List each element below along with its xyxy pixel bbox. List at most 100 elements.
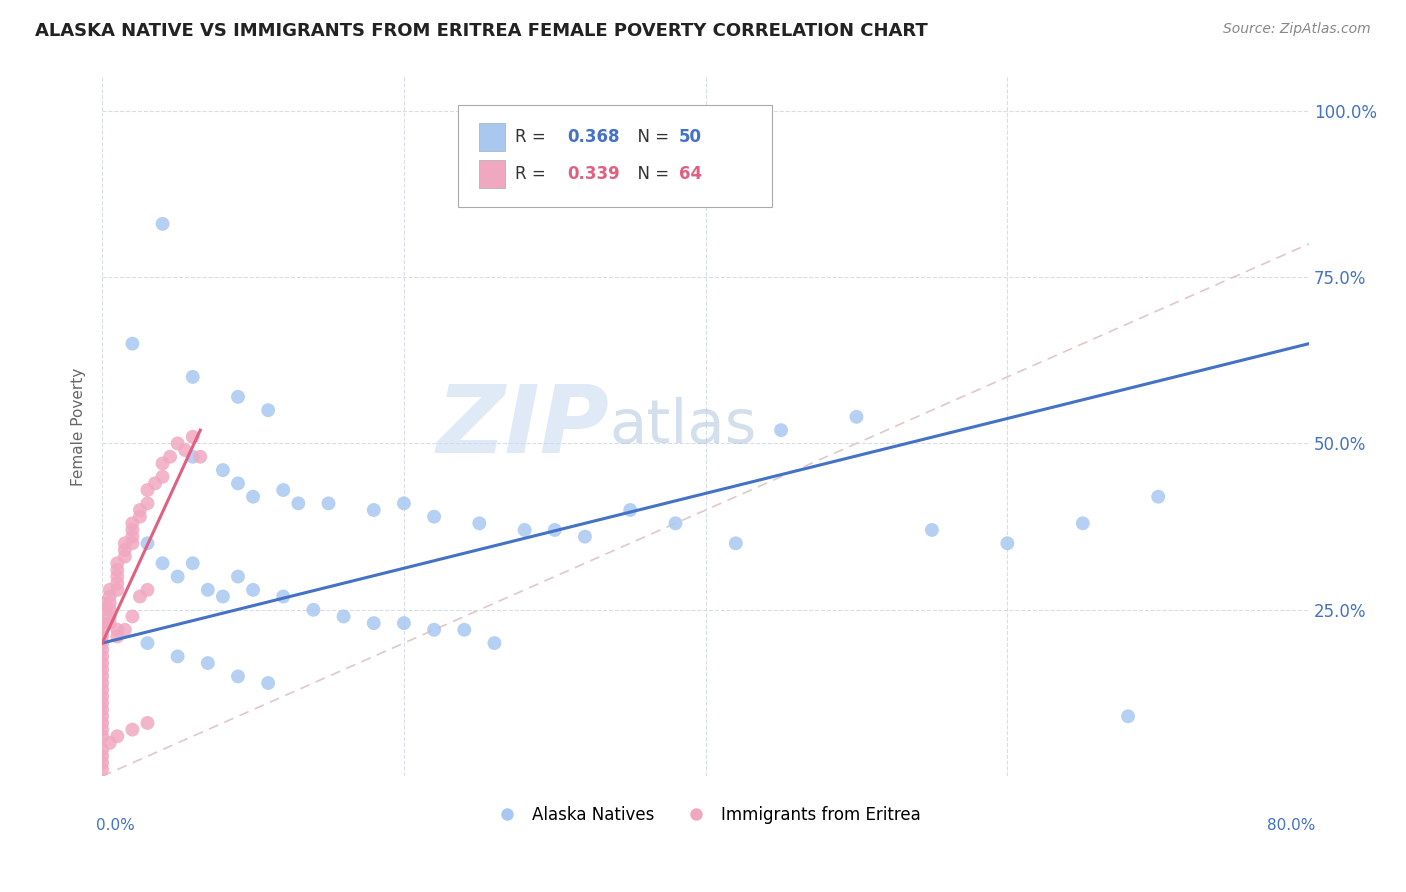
Point	[271, 590, 294, 604]
Point	[574, 530, 596, 544]
Text: 0.368: 0.368	[567, 128, 620, 145]
Point	[318, 496, 340, 510]
Point	[619, 503, 641, 517]
Point	[91, 596, 114, 610]
Point	[423, 623, 446, 637]
Point	[242, 490, 264, 504]
Point	[121, 723, 143, 737]
Point	[129, 590, 152, 604]
Point	[91, 636, 114, 650]
Text: ALASKA NATIVE VS IMMIGRANTS FROM ERITREA FEMALE POVERTY CORRELATION CHART: ALASKA NATIVE VS IMMIGRANTS FROM ERITREA…	[35, 22, 928, 40]
Point	[271, 483, 294, 497]
Point	[91, 663, 114, 677]
Point	[136, 483, 159, 497]
Text: Source: ZipAtlas.com: Source: ZipAtlas.com	[1223, 22, 1371, 37]
Point	[105, 576, 128, 591]
Point	[188, 450, 211, 464]
Point	[995, 536, 1018, 550]
Point	[91, 756, 114, 770]
Point	[98, 616, 121, 631]
Point	[91, 623, 114, 637]
Point	[105, 629, 128, 643]
Point	[212, 590, 235, 604]
Point	[91, 669, 114, 683]
Point	[181, 370, 204, 384]
Point	[91, 629, 114, 643]
Point	[98, 590, 121, 604]
Point	[544, 523, 567, 537]
Point	[513, 523, 536, 537]
Point	[105, 563, 128, 577]
Point	[91, 723, 114, 737]
Point	[166, 649, 188, 664]
Point	[1147, 490, 1170, 504]
Point	[921, 523, 943, 537]
Point	[121, 536, 143, 550]
Point	[287, 496, 309, 510]
Point	[105, 582, 128, 597]
Text: N =: N =	[627, 165, 675, 183]
Point	[159, 450, 181, 464]
Point	[152, 217, 174, 231]
Point	[392, 616, 415, 631]
Point	[257, 676, 280, 690]
Text: 64: 64	[679, 165, 702, 183]
Text: 80.0%: 80.0%	[1267, 818, 1315, 833]
Point	[724, 536, 747, 550]
Point	[91, 690, 114, 704]
Point	[770, 423, 793, 437]
Point	[226, 476, 249, 491]
Point	[98, 609, 121, 624]
Point	[91, 649, 114, 664]
Point	[392, 496, 415, 510]
Point	[664, 516, 686, 531]
Text: N =: N =	[627, 128, 675, 145]
Point	[226, 669, 249, 683]
Text: 50: 50	[679, 128, 702, 145]
Point	[91, 682, 114, 697]
Point	[98, 596, 121, 610]
Point	[181, 450, 204, 464]
Point	[105, 623, 128, 637]
Point	[105, 729, 128, 743]
FancyBboxPatch shape	[458, 105, 772, 207]
Point	[302, 603, 325, 617]
Point	[114, 536, 136, 550]
Text: R =: R =	[515, 128, 551, 145]
Point	[1071, 516, 1094, 531]
Point	[98, 736, 121, 750]
Point	[98, 582, 121, 597]
Point	[166, 569, 188, 583]
Point	[105, 569, 128, 583]
Point	[166, 436, 188, 450]
Point	[129, 503, 152, 517]
Point	[91, 616, 114, 631]
Point	[121, 336, 143, 351]
Text: 0.339: 0.339	[567, 165, 620, 183]
Y-axis label: Female Poverty: Female Poverty	[72, 368, 86, 486]
Point	[332, 609, 354, 624]
Point	[114, 543, 136, 558]
Point	[152, 469, 174, 483]
Point	[98, 603, 121, 617]
Point	[91, 709, 114, 723]
Point	[91, 676, 114, 690]
Point	[181, 556, 204, 570]
Point	[136, 636, 159, 650]
Point	[136, 496, 159, 510]
Text: ZIP: ZIP	[436, 381, 609, 473]
Point	[91, 656, 114, 670]
Point	[453, 623, 475, 637]
Point	[91, 763, 114, 777]
Point	[136, 582, 159, 597]
Point	[1116, 709, 1139, 723]
Point	[105, 556, 128, 570]
Point	[468, 516, 491, 531]
Point	[174, 443, 197, 458]
Point	[143, 476, 166, 491]
Point	[257, 403, 280, 417]
Point	[136, 536, 159, 550]
FancyBboxPatch shape	[479, 123, 505, 151]
Point	[129, 509, 152, 524]
Text: R =: R =	[515, 165, 551, 183]
